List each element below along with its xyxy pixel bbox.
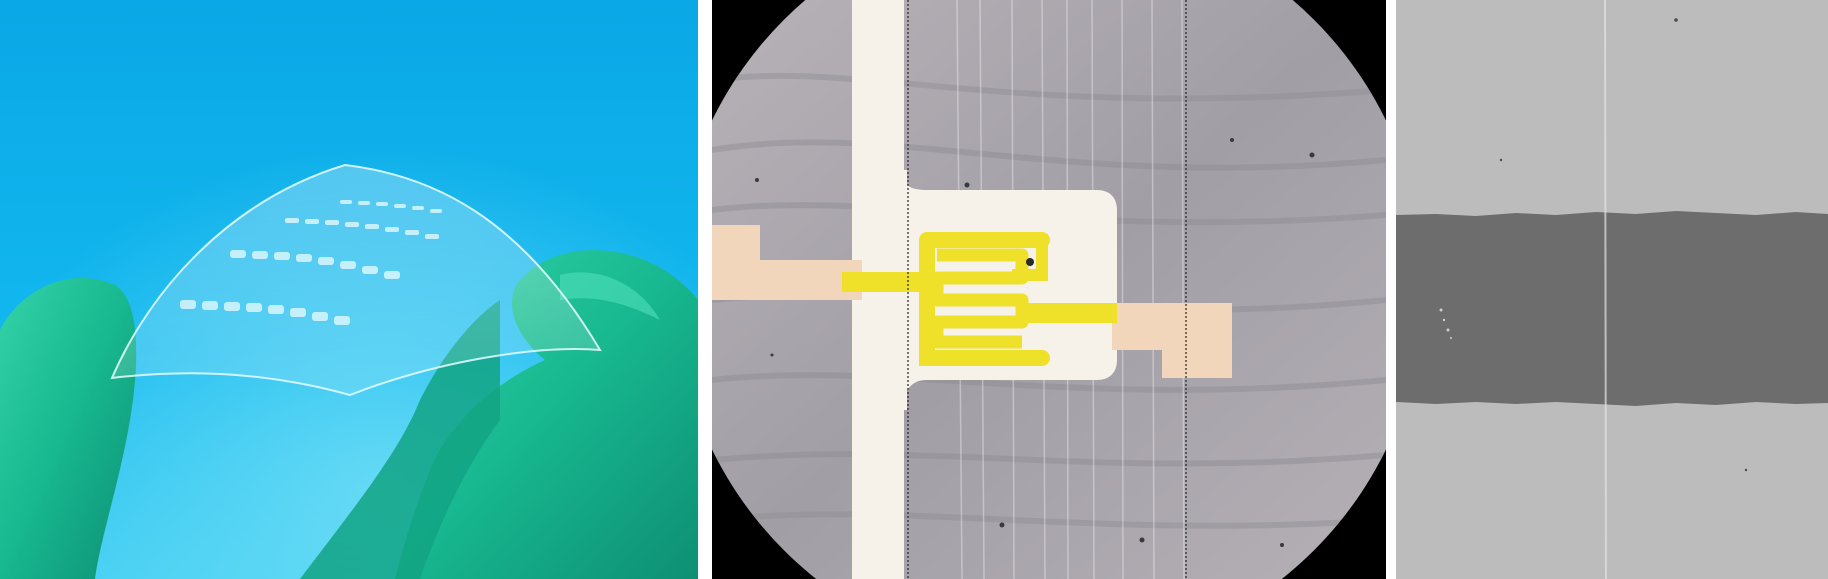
transparent-flexible-film: [110, 163, 602, 397]
thumb-highlight: [560, 272, 660, 320]
micrograph-electrode-panel: [712, 0, 1386, 579]
surface-particles: [755, 138, 1315, 547]
back-gloved-finger: [300, 300, 500, 579]
left-yellow-lead: [842, 272, 937, 292]
debris-particle: [1026, 258, 1034, 266]
right-yellow-lead: [1017, 303, 1117, 323]
sem-debris: [1439, 308, 1452, 339]
sem-scratch-line: [1604, 0, 1607, 579]
sensor-row: [285, 218, 439, 239]
sem-channel-panel: [1396, 0, 1828, 579]
electrode-micrograph: [712, 0, 1386, 579]
photo-flexible-film-panel: [0, 0, 698, 579]
serpentine-meander: [930, 248, 1029, 349]
sensor-row: [340, 200, 442, 213]
right-contact-pad: [1112, 303, 1232, 378]
sensor-row: [230, 250, 400, 279]
flexible-film-photo: [0, 0, 698, 579]
right-gloved-thumb: [395, 250, 698, 579]
left-gloved-finger: [0, 277, 137, 579]
sensor-array-rows: [180, 200, 442, 325]
sem-channel-gap: [1396, 211, 1828, 406]
sem-surface-specks: [1499, 18, 1748, 472]
sensor-row: [180, 300, 350, 325]
left-contact-pad: [712, 225, 862, 300]
sem-channel-image: [1396, 0, 1828, 579]
vertical-striations: [956, 0, 1185, 579]
